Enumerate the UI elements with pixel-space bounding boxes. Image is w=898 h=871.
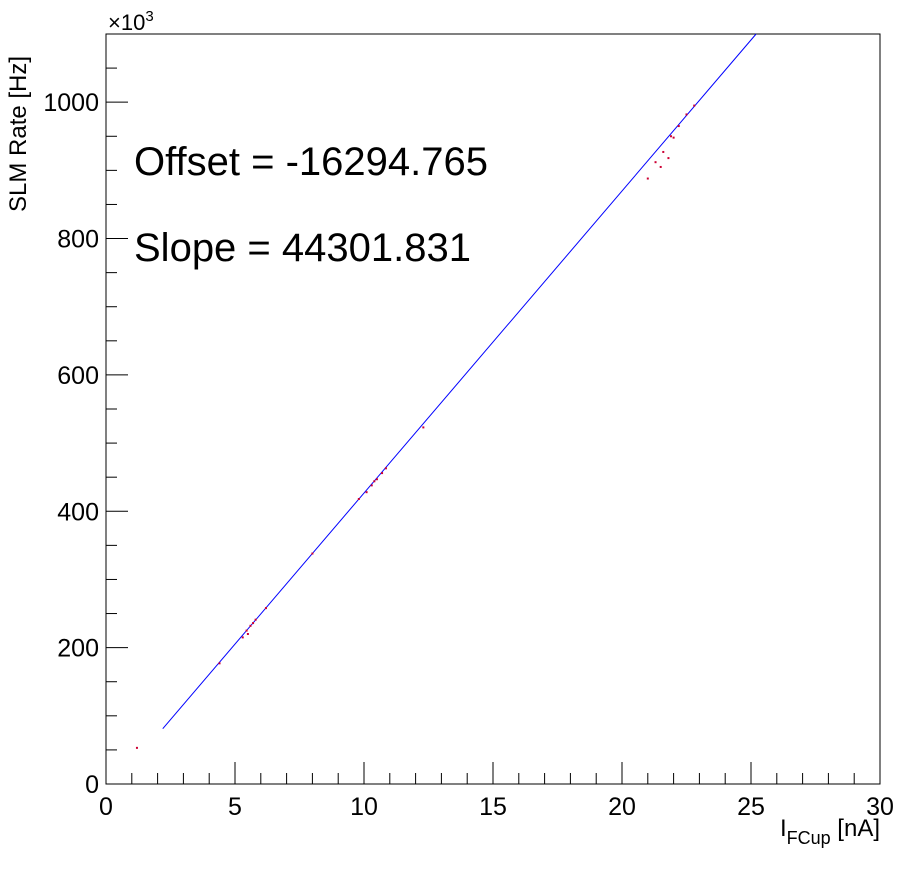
data-point bbox=[685, 113, 688, 116]
annotation-slope: Slope = 44301.831 bbox=[134, 226, 471, 270]
data-points-group bbox=[135, 104, 696, 749]
y-axis-label: SLM Rate [Hz] bbox=[5, 56, 32, 212]
data-point bbox=[381, 472, 384, 475]
data-point bbox=[218, 662, 221, 665]
y-tick-label: 600 bbox=[57, 362, 99, 390]
data-point bbox=[667, 157, 670, 160]
data-point bbox=[373, 480, 376, 483]
data-point bbox=[254, 618, 257, 621]
y-multiplier-exp: 3 bbox=[145, 8, 153, 25]
x-tick-label: 5 bbox=[228, 793, 242, 821]
x-tick-label: 0 bbox=[99, 793, 113, 821]
data-point bbox=[654, 161, 657, 164]
data-point bbox=[135, 746, 138, 749]
x-tick-label: 20 bbox=[608, 793, 636, 821]
data-point bbox=[422, 426, 425, 429]
data-point bbox=[375, 478, 378, 481]
data-point bbox=[662, 150, 665, 153]
data-point bbox=[249, 624, 252, 627]
data-point bbox=[659, 165, 662, 168]
data-point bbox=[646, 177, 649, 180]
y-tick-label: 1000 bbox=[43, 89, 99, 117]
y-tick-label: 0 bbox=[85, 771, 99, 799]
axis-ticks bbox=[105, 33, 881, 785]
fit-line bbox=[162, 33, 757, 729]
x-tick-label: 30 bbox=[866, 793, 894, 821]
x-tick-label: 15 bbox=[479, 793, 507, 821]
y-multiplier-base: ×10 bbox=[108, 10, 145, 35]
y-tick-label: 800 bbox=[57, 226, 99, 254]
fit-line-group bbox=[162, 33, 757, 729]
data-point bbox=[264, 607, 267, 610]
data-point bbox=[357, 498, 360, 500]
x-tick-label: 25 bbox=[737, 793, 765, 821]
data-point bbox=[311, 552, 314, 555]
data-point bbox=[241, 636, 244, 639]
tick-labels-group: 0 5 10 15 20 25 30 0 200 400 600 800 1000 bbox=[43, 89, 894, 821]
x-tick-label: 10 bbox=[350, 793, 378, 821]
x-axis-label-main: I bbox=[780, 815, 787, 842]
data-point bbox=[693, 104, 696, 107]
y-tick-label: 400 bbox=[57, 498, 99, 526]
annotation-offset: Offset = -16294.765 bbox=[134, 140, 488, 184]
x-axis-label: IFCup [nA] bbox=[780, 815, 880, 848]
data-point bbox=[252, 622, 255, 625]
data-point bbox=[672, 136, 675, 139]
data-point bbox=[670, 135, 673, 138]
x-axis-label-unit: [nA] bbox=[831, 815, 880, 842]
y-tick-label: 200 bbox=[57, 635, 99, 663]
data-point bbox=[245, 629, 248, 632]
x-axis-label-sub: FCup bbox=[787, 828, 831, 848]
data-point bbox=[384, 467, 387, 470]
y-multiplier: ×103 bbox=[108, 8, 154, 35]
data-point bbox=[370, 484, 373, 487]
data-point bbox=[677, 125, 680, 128]
data-point bbox=[246, 633, 249, 635]
data-point bbox=[365, 491, 368, 494]
